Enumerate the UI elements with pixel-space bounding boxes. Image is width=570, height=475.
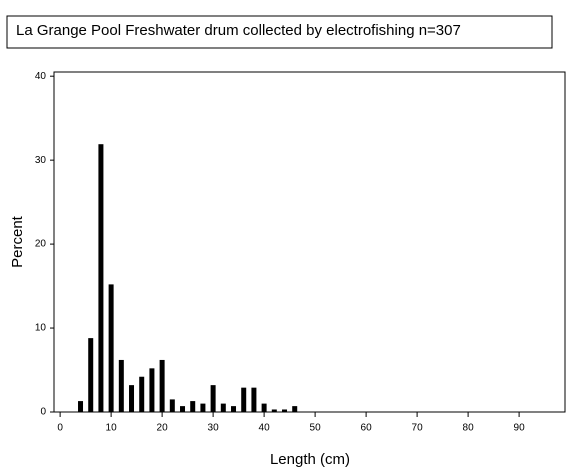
bar	[282, 409, 288, 412]
bar	[251, 387, 257, 412]
x-tick-label: 90	[514, 423, 526, 434]
bar	[220, 403, 226, 412]
bar	[129, 385, 135, 412]
x-tick-label: 60	[361, 423, 373, 434]
plot-frame	[53, 71, 566, 413]
x-tick-label: 30	[208, 423, 220, 434]
bar	[169, 399, 175, 412]
bar	[118, 359, 124, 412]
bar	[190, 401, 196, 412]
bar	[271, 409, 277, 412]
chart-title: La Grange Pool Freshwater drum collected…	[16, 22, 461, 39]
x-tick-label: 0	[57, 423, 63, 434]
bar	[261, 403, 267, 412]
x-tick-label: 80	[463, 423, 475, 434]
bar	[139, 376, 145, 412]
y-axis-label: Percent	[9, 215, 26, 268]
bar	[200, 403, 206, 412]
bar	[98, 144, 104, 413]
bar	[88, 338, 94, 412]
y-tick-label: 20	[35, 239, 47, 250]
x-tick-label: 40	[259, 423, 271, 434]
bar	[292, 406, 298, 412]
bar	[180, 406, 186, 412]
bar	[241, 387, 247, 412]
bar	[231, 406, 237, 412]
x-tick-label: 10	[106, 423, 118, 434]
bar	[210, 385, 216, 412]
y-tick-label: 30	[35, 155, 47, 166]
x-tick-label: 20	[157, 423, 169, 434]
bar	[149, 368, 155, 412]
y-tick-label: 0	[40, 407, 46, 418]
bar	[78, 401, 84, 412]
x-tick-label: 50	[310, 423, 322, 434]
x-axis-label: Length (cm)	[270, 451, 350, 468]
bar	[159, 359, 165, 412]
y-tick-label: 10	[35, 323, 47, 334]
y-tick-label: 40	[35, 71, 47, 82]
x-tick-label: 70	[412, 423, 424, 434]
title-box	[6, 15, 553, 49]
bar	[108, 284, 114, 412]
